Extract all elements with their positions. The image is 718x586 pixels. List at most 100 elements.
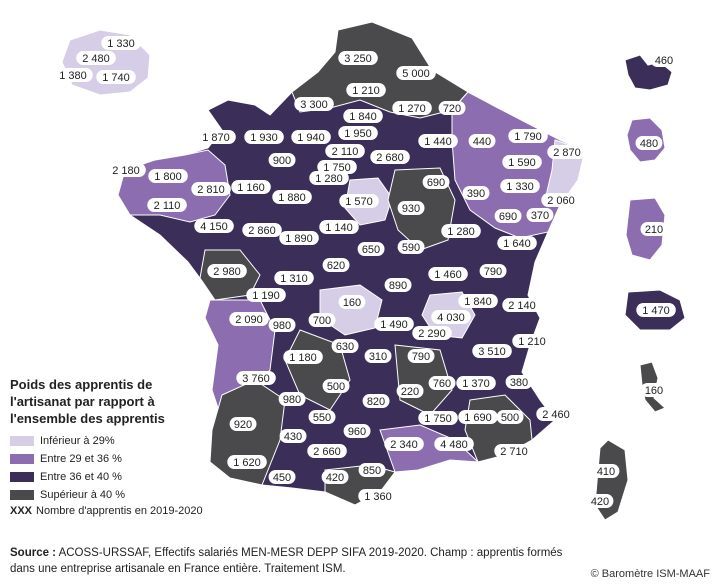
count-label-text: 2 810 xyxy=(197,184,225,196)
count-label-bg xyxy=(308,410,336,424)
count-label-bg xyxy=(494,209,522,223)
count-label-bg xyxy=(640,222,668,236)
count-label-44: 4 150 xyxy=(194,219,234,233)
count-label-bg xyxy=(512,334,552,348)
count-label-12: 820 xyxy=(362,394,390,408)
count-label-text: 720 xyxy=(443,103,461,115)
count-label-text: 3 250 xyxy=(344,53,372,65)
legend-item-label: Inférieur à 29% xyxy=(40,434,115,447)
count-label-text: 4 150 xyxy=(200,221,228,233)
count-label-bg xyxy=(322,258,350,272)
count-label-text: 390 xyxy=(467,188,485,200)
count-label-69: 4 030 xyxy=(431,310,471,324)
count-label-text: 960 xyxy=(348,426,366,438)
count-label-text: 980 xyxy=(283,394,301,406)
count-label-text: 2 860 xyxy=(248,225,276,237)
count-label-bg xyxy=(397,240,425,254)
count-label-text: 2 140 xyxy=(508,300,536,312)
count-label-83: 2 710 xyxy=(494,444,534,458)
count-label-11: 850 xyxy=(358,463,386,477)
count-label-bg xyxy=(496,410,524,424)
count-label-bg xyxy=(362,394,390,408)
count-label-bg xyxy=(268,470,296,484)
count-label-text: 1 210 xyxy=(518,336,546,348)
count-labels: 1 330 2 480 1 380 1 740 5 000 3 250 1 210 3 300… xyxy=(53,36,678,508)
count-label-bg xyxy=(147,198,187,212)
count-label-text: 2 980 xyxy=(213,266,241,278)
count-label-text: 2 460 xyxy=(542,409,570,421)
count-label-bg xyxy=(229,312,269,326)
count-label-text: 1 280 xyxy=(447,226,475,238)
count-label-73: 1 210 xyxy=(512,334,552,348)
count-label-82: 550 xyxy=(308,410,336,424)
count-label-idf-92: 1 330 xyxy=(101,36,141,50)
count-label-bg xyxy=(458,294,498,308)
count-label-bg xyxy=(309,171,349,185)
legend-swatch xyxy=(10,435,34,446)
region-zone-mediterranean xyxy=(379,424,480,473)
count-label-bg xyxy=(547,145,587,159)
count-label-text: 890 xyxy=(389,280,407,292)
count-label-bg xyxy=(650,53,678,67)
count-label-text: 620 xyxy=(327,260,345,272)
count-label-bg xyxy=(396,66,436,80)
count-label-bg xyxy=(101,36,141,50)
count-label-38: 3 510 xyxy=(472,344,512,358)
count-label-17: 2 090 xyxy=(229,312,269,326)
count-label-42: 2 290 xyxy=(412,326,452,340)
legend-title: Poids des apprentis de l'artisanat par r… xyxy=(10,377,165,426)
count-label-bg xyxy=(246,288,286,302)
count-label-text: 1 270 xyxy=(398,103,426,115)
count-label-text: 2 870 xyxy=(553,147,581,159)
count-label-976: 160 xyxy=(640,383,668,397)
count-label-bg xyxy=(370,150,410,164)
count-label-bg xyxy=(322,379,350,393)
count-label-text: 1 940 xyxy=(297,132,325,144)
count-label-bg xyxy=(317,160,357,174)
count-label-23: 160 xyxy=(338,295,366,309)
count-label-bg xyxy=(268,318,296,332)
count-label-text: 2 660 xyxy=(313,446,341,458)
count-label-idf-94: 1 740 xyxy=(96,70,136,84)
legend-item-label: Supérieur à 40 % xyxy=(40,488,125,501)
count-label-bg xyxy=(418,411,458,425)
count-label-bg xyxy=(438,101,466,115)
count-label-31: 2 660 xyxy=(307,444,347,458)
count-label-bg xyxy=(431,310,471,324)
count-label-text: 1 880 xyxy=(278,192,306,204)
count-label-text: 2 060 xyxy=(547,195,575,207)
count-label-03: 890 xyxy=(384,278,412,292)
count-label-bg xyxy=(339,194,379,208)
count-label-57: 1 790 xyxy=(508,129,548,143)
count-label-bg xyxy=(319,220,359,234)
count-label-bg xyxy=(462,186,490,200)
count-label-bg xyxy=(278,392,306,406)
count-label-37: 1 890 xyxy=(279,231,319,245)
count-label-bg xyxy=(508,129,548,143)
count-key-label: Nombre d'apprentis en 2019-2020 xyxy=(36,505,203,517)
count-label-text: 1 180 xyxy=(289,352,317,364)
count-label-09: 420 xyxy=(321,470,349,484)
count-label-40: 920 xyxy=(229,417,257,431)
count-label-text: 1 360 xyxy=(364,491,392,503)
count-label-bg xyxy=(500,179,540,193)
count-label-21: 1 280 xyxy=(441,224,481,238)
count-label-bg xyxy=(346,83,386,97)
count-label-bg xyxy=(207,264,247,278)
count-label-text: 1 140 xyxy=(325,222,353,234)
count-label-15: 310 xyxy=(364,349,392,363)
count-label-bg xyxy=(338,295,366,309)
count-label-bg xyxy=(418,134,458,148)
count-label-text: 2 110 xyxy=(154,200,181,212)
count-label-50: 1 870 xyxy=(196,130,236,144)
count-label-22: 1 800 xyxy=(148,169,188,183)
count-label-04: 500 xyxy=(496,410,524,424)
count-label-text: 5 000 xyxy=(402,68,430,80)
count-label-text: 1 750 xyxy=(424,413,452,425)
count-label-text: 1 440 xyxy=(424,136,452,148)
count-label-bg xyxy=(321,470,349,484)
count-label-62: 3 250 xyxy=(338,51,378,65)
count-label-text: 1 210 xyxy=(352,85,380,97)
count-label-bg xyxy=(231,180,271,194)
count-label-text: 450 xyxy=(273,472,291,484)
